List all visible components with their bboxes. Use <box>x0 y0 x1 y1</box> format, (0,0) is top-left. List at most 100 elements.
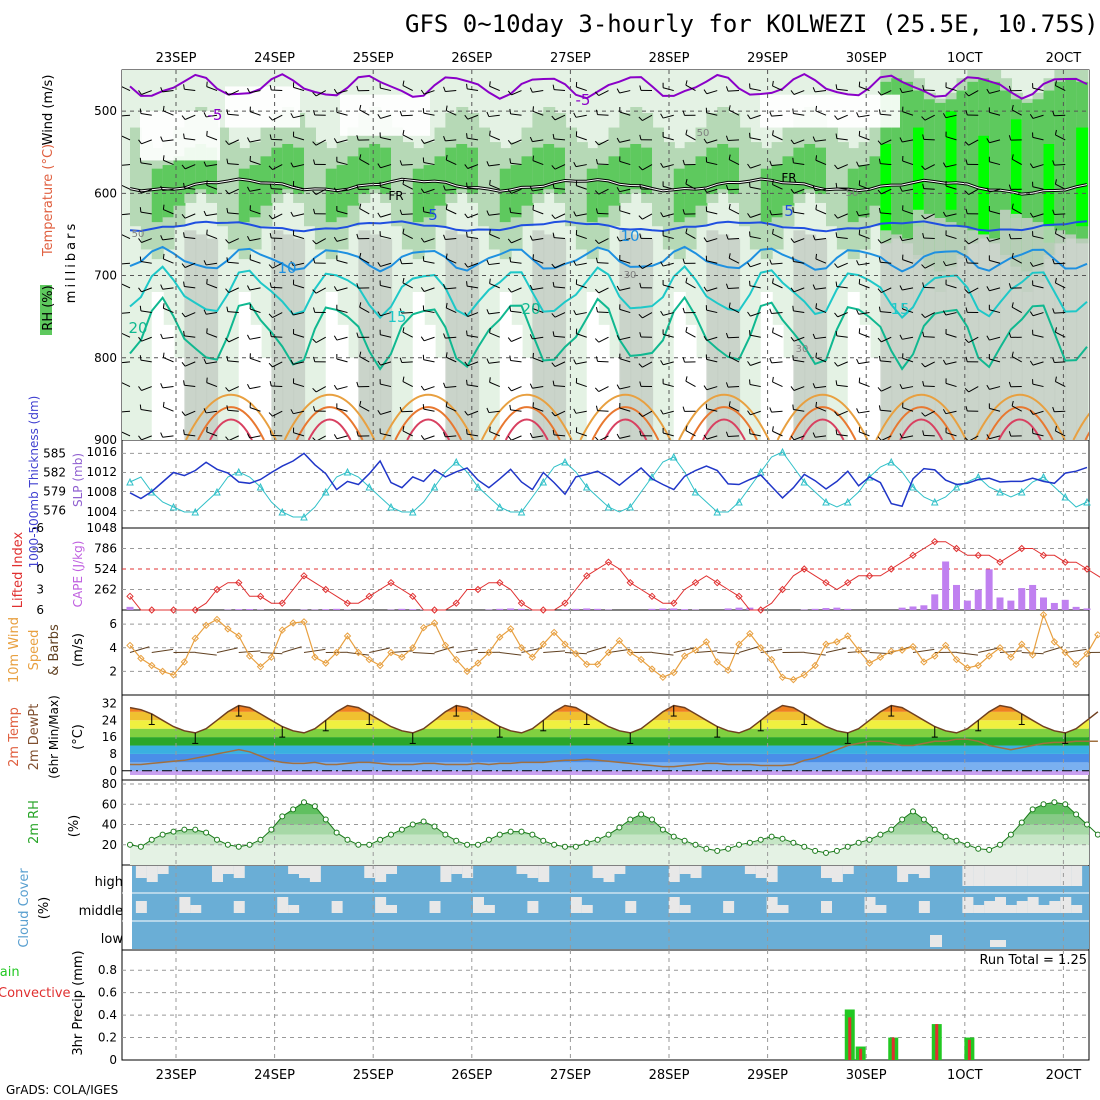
wind-barb <box>989 287 1001 292</box>
wind-barb <box>489 431 500 437</box>
rh-green <box>684 165 697 218</box>
wind-barb <box>881 238 892 244</box>
wind-speed-line-marker <box>322 659 330 667</box>
rh-green <box>445 147 458 195</box>
wind-barb-flag <box>356 283 359 289</box>
wind-barb-flag <box>445 154 448 160</box>
date-label-bottom: 25SEP <box>353 1068 394 1083</box>
contour-warm <box>579 394 672 440</box>
cape-bar <box>1040 597 1047 610</box>
contour-warm <box>1072 412 1089 440</box>
rh-green <box>238 168 251 223</box>
wind-barb-flag <box>728 401 731 407</box>
wind-barb-10m <box>825 647 847 653</box>
rh-green <box>793 147 806 195</box>
wind-barb-flag <box>1008 135 1012 141</box>
wind-barb <box>989 435 1001 440</box>
wind-barb-flag <box>509 306 512 312</box>
wind-barb <box>706 188 718 193</box>
wind-barb-10m <box>651 652 674 656</box>
wind-barb <box>401 114 413 117</box>
cape-ylabel: CAPE (J/kg) <box>71 541 85 608</box>
wind-barb <box>859 234 870 240</box>
wind-barb <box>380 235 392 240</box>
slp-line-marker <box>604 502 613 511</box>
wind-barb <box>902 336 914 340</box>
wind-barb-flag <box>965 307 968 313</box>
wind-barb <box>1011 356 1022 363</box>
wind-barb <box>554 361 566 367</box>
wind-speed-line-marker <box>626 648 634 657</box>
date-axis-top: 23SEP 24SEP 25SEP 26SEP 27SEP 28SEP 29SEP 30SEP… <box>156 51 1082 66</box>
wind-barb-flag <box>120 377 121 382</box>
wind-barb-flag <box>507 386 512 392</box>
wind-barb-flag <box>899 334 903 340</box>
wind-barb <box>206 213 218 217</box>
rh-green <box>412 168 425 223</box>
wind-barb-flag <box>747 262 751 268</box>
wind-barb <box>793 310 805 314</box>
wind-barb <box>511 238 522 244</box>
wind-speed-line-marker <box>550 628 558 637</box>
wind-barb-flag <box>964 437 969 440</box>
wind-barb <box>662 361 674 366</box>
wind-barb-flag <box>402 327 405 333</box>
cloud-gap-middle <box>386 905 397 913</box>
rh-gray <box>467 238 480 440</box>
cloud-gap-high <box>995 866 1006 886</box>
pressure-tick: 700 <box>94 269 117 283</box>
wind-barb-flag <box>660 360 664 365</box>
rh2m-line-marker <box>344 836 351 843</box>
wind-barb <box>575 361 587 365</box>
contour-warm <box>406 418 451 440</box>
wind-barb-flag <box>965 110 968 116</box>
lifted-index-line-marker <box>430 606 439 614</box>
wind-barb-flag <box>181 164 186 170</box>
wind-barb <box>336 111 348 116</box>
temp-tick: 0 <box>109 764 117 778</box>
wind-barb-flag <box>682 159 685 165</box>
rh-green <box>554 147 567 195</box>
wind-barb <box>642 312 653 319</box>
wind-barb-flag <box>160 136 164 142</box>
wind-barb <box>423 359 435 363</box>
cloud-row-middle: middle <box>79 904 123 919</box>
wind-barb <box>772 332 783 338</box>
wind-barb <box>706 386 718 391</box>
wind-barb-flag <box>725 431 729 437</box>
wind-barb-flag <box>268 264 273 269</box>
wind-barb <box>685 84 696 91</box>
wind-barb-flag <box>685 80 688 86</box>
rh2m-line-marker <box>823 849 829 856</box>
wind-barb <box>793 287 805 293</box>
wind-barb <box>140 359 152 363</box>
wind-speed-line-marker <box>376 661 384 670</box>
rh2m-line-marker <box>1094 831 1100 838</box>
wind-barb <box>122 382 131 388</box>
wind-speed-line-marker <box>637 655 645 664</box>
wind-barb <box>662 114 674 119</box>
wind-speed-line-marker <box>126 641 134 650</box>
wind-speed-line-marker <box>931 652 939 660</box>
wind-barb <box>122 262 131 265</box>
wind-barb <box>380 213 392 218</box>
wind-barb <box>532 139 544 143</box>
wind-barb-flag <box>120 426 121 431</box>
cape-bar <box>746 607 754 610</box>
rh2m-line-marker <box>616 824 623 831</box>
lifted-index-line-marker <box>474 585 482 594</box>
temp-band <box>130 762 1089 771</box>
wind-barb-flag <box>225 140 230 145</box>
wind-speed-line-marker <box>800 671 808 679</box>
wind-barb-flag <box>1052 209 1055 215</box>
wind-barb-flag <box>595 306 599 313</box>
wind-barb <box>249 435 261 439</box>
wind-barb <box>293 382 305 388</box>
wind-barb-flag <box>160 333 164 339</box>
wind-barb-flag <box>181 411 186 416</box>
date-label-bottom: 23SEP <box>156 1068 197 1083</box>
wind-barb-flag <box>464 114 469 120</box>
wind-barb-flag <box>313 307 316 313</box>
wind-barb-flag <box>1054 179 1057 185</box>
wind-barb-flag <box>728 203 731 209</box>
